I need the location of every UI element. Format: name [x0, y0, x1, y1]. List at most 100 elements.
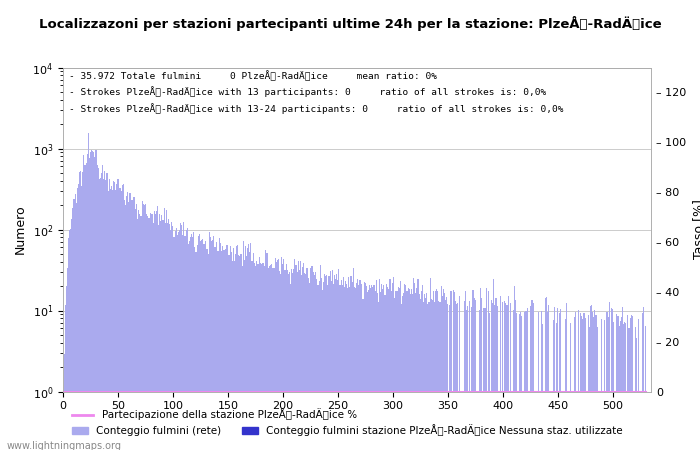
Bar: [578, 310, 579, 450]
Bar: [340, 280, 342, 450]
Bar: [478, 392, 479, 450]
Bar: [184, 236, 186, 450]
Bar: [365, 283, 366, 450]
Bar: [542, 392, 544, 450]
Bar: [228, 255, 230, 450]
Bar: [150, 212, 151, 450]
Bar: [519, 312, 521, 450]
Bar: [557, 308, 558, 450]
Bar: [524, 312, 525, 450]
Bar: [417, 279, 419, 450]
Bar: [517, 392, 519, 450]
Bar: [410, 294, 411, 450]
Bar: [102, 166, 103, 450]
Bar: [569, 392, 570, 450]
Bar: [433, 291, 434, 450]
Bar: [568, 392, 569, 450]
Bar: [413, 279, 414, 450]
Bar: [353, 269, 354, 450]
Bar: [476, 392, 477, 450]
Bar: [248, 244, 249, 450]
Bar: [494, 305, 496, 450]
Bar: [590, 306, 591, 450]
Bar: [426, 293, 427, 450]
Bar: [400, 281, 401, 450]
Bar: [167, 224, 168, 450]
Bar: [207, 253, 209, 450]
Bar: [82, 171, 83, 450]
Bar: [123, 184, 124, 450]
Bar: [154, 211, 155, 450]
Bar: [342, 284, 343, 450]
Bar: [489, 313, 490, 450]
Bar: [317, 285, 318, 450]
Y-axis label: Numero: Numero: [14, 205, 27, 254]
Bar: [83, 155, 85, 450]
Bar: [475, 300, 476, 450]
Bar: [577, 392, 578, 450]
Bar: [600, 392, 601, 450]
Bar: [348, 277, 349, 450]
Bar: [269, 266, 270, 450]
Bar: [158, 225, 159, 450]
Bar: [335, 279, 336, 450]
Bar: [638, 319, 640, 450]
Bar: [447, 304, 448, 450]
Bar: [403, 293, 405, 450]
Bar: [193, 232, 195, 450]
Bar: [432, 300, 433, 450]
Bar: [255, 266, 256, 450]
Bar: [268, 268, 269, 450]
Bar: [77, 188, 78, 450]
Bar: [135, 209, 136, 450]
Bar: [499, 392, 500, 450]
Bar: [288, 274, 289, 450]
Bar: [132, 200, 133, 450]
Bar: [136, 204, 137, 450]
Bar: [643, 307, 644, 450]
Bar: [509, 392, 510, 450]
Bar: [215, 247, 216, 450]
Bar: [302, 266, 303, 450]
Bar: [124, 200, 125, 450]
Bar: [309, 268, 311, 450]
Bar: [567, 392, 568, 450]
Bar: [521, 315, 522, 450]
Bar: [258, 264, 259, 450]
Bar: [243, 241, 244, 450]
Bar: [380, 292, 382, 450]
Bar: [446, 297, 447, 450]
Bar: [490, 392, 491, 450]
Bar: [360, 280, 361, 450]
Bar: [379, 279, 380, 450]
Bar: [290, 284, 291, 450]
Bar: [300, 261, 301, 450]
Bar: [481, 298, 482, 450]
Bar: [94, 157, 95, 450]
Bar: [393, 278, 394, 450]
Bar: [378, 302, 379, 450]
Bar: [187, 228, 188, 450]
Bar: [156, 211, 157, 450]
Bar: [247, 248, 248, 450]
Bar: [90, 152, 91, 450]
Bar: [222, 246, 223, 450]
Bar: [637, 392, 638, 450]
Bar: [565, 319, 566, 450]
Bar: [621, 317, 622, 450]
Bar: [293, 269, 295, 450]
Bar: [226, 245, 228, 450]
Bar: [214, 248, 215, 450]
Bar: [307, 278, 309, 450]
Bar: [423, 302, 424, 450]
Bar: [89, 158, 90, 450]
Bar: [246, 256, 247, 450]
Bar: [453, 290, 454, 450]
Bar: [504, 302, 505, 450]
Bar: [530, 306, 531, 450]
Bar: [548, 306, 550, 450]
Bar: [575, 392, 577, 450]
Bar: [471, 307, 472, 450]
Bar: [642, 313, 643, 450]
Bar: [130, 193, 131, 450]
